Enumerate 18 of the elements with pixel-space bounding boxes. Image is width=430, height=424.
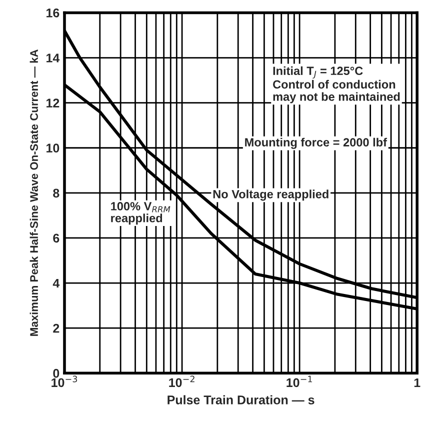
annotation: Mounting force = 2000 lbf [245,138,388,149]
x-tick-label: 1 [414,378,420,388]
y-tick-label: 8 [53,188,60,198]
y-tick-label: 4 [52,278,60,288]
series-label: No Voltage reapplied [213,190,328,201]
y-tick-label: 6 [53,234,60,243]
x-tick-label: 10$^{−1}$ [286,376,312,388]
y-tick-label: 0 [53,368,60,378]
y-tick-label: 2 [53,324,60,333]
y-axis-title: Maximum Peak Half-Sine Wave On-State Current — kA [30,50,38,336]
y-tick-label: 14 [46,54,60,62]
series-label: 100% V$_{RRM}$ reapplied [111,202,170,225]
x-tick-label: 10$^{−2}$ [169,376,194,388]
annotation: Initial T$_{J}$ = 125°C Control of conduction may not be maintained [273,66,400,104]
x-axis-title: Pulse Train Duration — s [168,395,314,404]
y-tick-label: 12 [46,98,60,108]
y-tick-label: 10 [46,144,60,153]
y-tick-label: 16 [46,8,60,18]
